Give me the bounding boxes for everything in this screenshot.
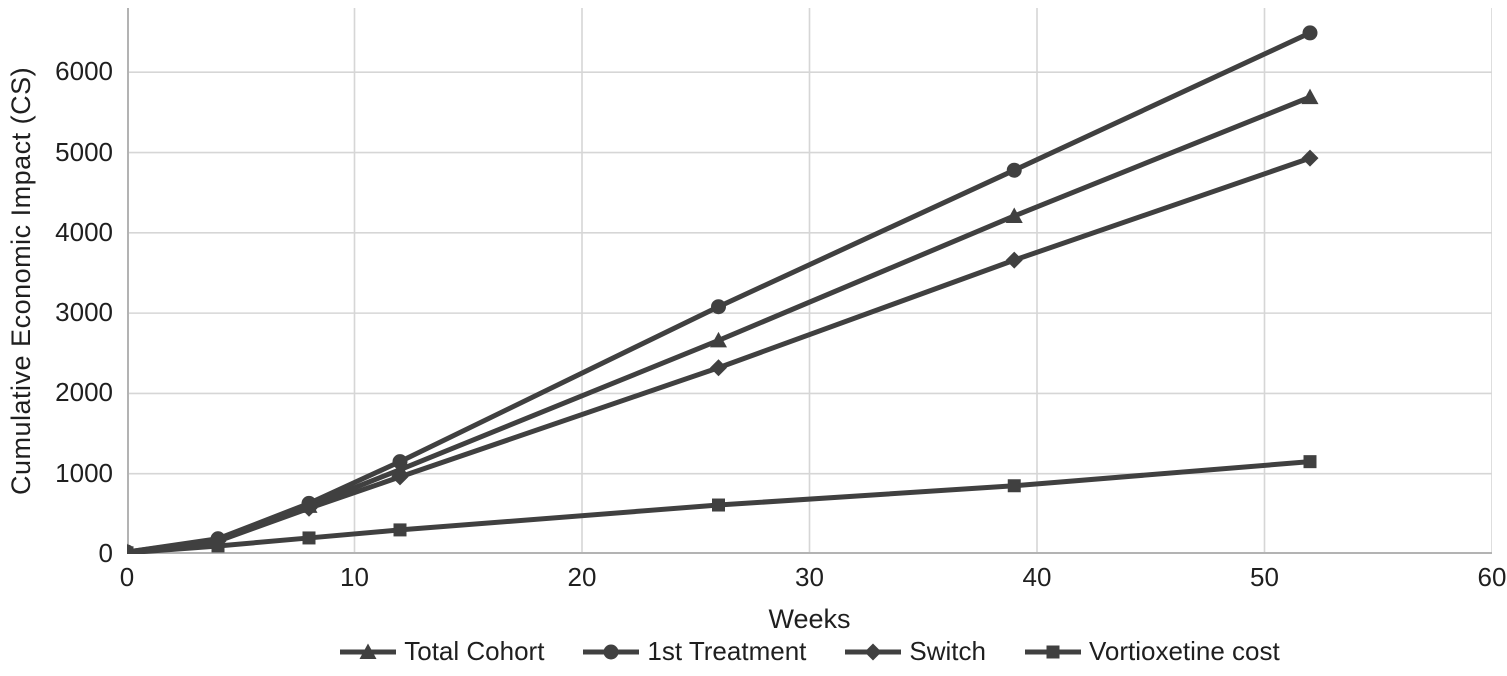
x-tick-label: 0 [119,562,135,592]
y-tick-label: 1000 [55,457,113,488]
circle-marker [1302,25,1318,41]
triangle-legend-glyph [340,643,397,659]
y-tick-label: 0 [98,538,113,568]
diamond-marker [300,499,318,517]
circle-marker [711,299,726,315]
legend-item-1st-treatment: 1st Treatment [582,636,806,667]
diamond-marker [1005,251,1023,269]
square-marker [393,523,407,537]
triangle-marker [1301,88,1319,105]
square-marker [127,546,134,554]
x-tick-label: 40 [1022,562,1052,592]
triangle-marker [710,331,727,348]
y-tick-label: 3000 [55,297,113,328]
y-tick-label: 2000 [55,377,113,408]
legend-item-total-cohort: Total Cohort [339,636,544,667]
legend: Total Cohort 1st Treatment Switch Vortioxet… [127,636,1492,667]
legend-label: Switch [909,636,986,666]
circle-marker [1006,162,1022,178]
legend-label: Vortioxetine cost [1088,636,1280,666]
x-tick-label: 50 [1250,562,1279,592]
legend-item-vortioxetine-cost: Vortioxetine cost [1024,636,1280,667]
x-tick-label: 60 [1477,562,1507,592]
x-tick-label: 20 [567,562,597,592]
series-line-total-cohort [127,94,1313,554]
legend-label: Total Cohort [404,636,545,666]
circle-legend-glyph [583,644,640,659]
y-tick-label: 5000 [55,136,113,167]
circle-marker [392,454,408,470]
plot-area [127,8,1492,554]
x-axis-title: Weeks [768,604,851,634]
square-legend-glyph [1024,645,1081,658]
square-marker [1303,455,1317,469]
series-line-switch [127,155,1313,554]
x-tick-label: 30 [795,562,824,592]
x-tick-label: 10 [340,562,369,592]
legend-item-switch: Switch [844,636,986,667]
diamond-marker [710,359,727,377]
square-marker [302,531,316,545]
diamond-legend-glyph [845,643,902,660]
legend-label: 1st Treatment [647,636,807,666]
diamond-marker [391,468,409,486]
square-marker [712,498,725,512]
y-tick-label: 4000 [55,216,113,247]
square-marker [1007,479,1021,493]
square-marker [211,539,225,553]
diamond-marker [1301,149,1319,167]
y-tick-label: 6000 [55,56,113,87]
triangle-marker [1005,207,1023,223]
